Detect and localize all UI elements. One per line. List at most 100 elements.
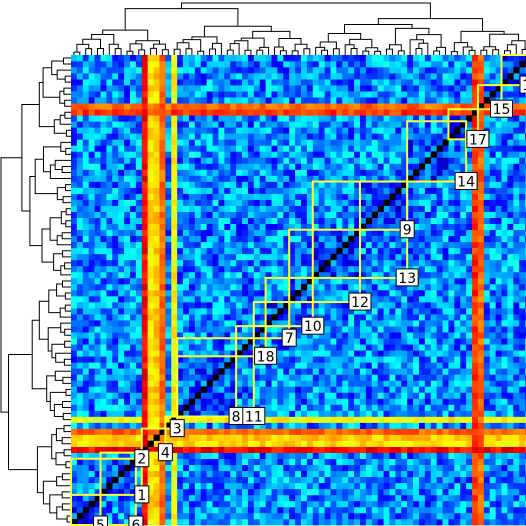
heatmap-cell bbox=[413, 211, 420, 218]
heatmap-cell bbox=[295, 229, 302, 237]
heatmap-cell bbox=[135, 157, 143, 164]
heatmap-cell bbox=[277, 458, 284, 466]
heatmap-cell bbox=[330, 217, 337, 225]
heatmap-cell bbox=[312, 446, 319, 453]
heatmap-cell bbox=[477, 314, 485, 321]
heatmap-cell bbox=[200, 157, 207, 164]
heatmap-cell bbox=[112, 392, 119, 399]
heatmap-cell bbox=[359, 392, 367, 399]
heatmap-cell bbox=[389, 235, 396, 243]
heatmap-cell bbox=[141, 506, 148, 514]
heatmap-cell bbox=[507, 271, 514, 279]
heatmap-cell bbox=[519, 145, 526, 152]
heatmap-cell bbox=[365, 452, 373, 460]
heatmap-cell bbox=[401, 139, 408, 146]
heatmap-cell bbox=[389, 320, 396, 327]
heatmap-cell bbox=[165, 302, 172, 309]
heatmap-cell bbox=[159, 386, 166, 393]
heatmap-cell bbox=[295, 422, 302, 429]
heatmap-cell bbox=[129, 356, 137, 363]
heatmap-cell bbox=[312, 175, 319, 182]
heatmap-cell bbox=[477, 271, 485, 279]
heatmap-cell bbox=[501, 386, 508, 393]
heatmap-cell bbox=[112, 151, 119, 158]
heatmap-cell bbox=[177, 362, 184, 369]
heatmap-cell bbox=[224, 368, 231, 375]
heatmap-cell bbox=[271, 235, 278, 243]
heatmap-cell bbox=[283, 139, 290, 146]
heatmap-cell bbox=[371, 440, 378, 447]
heatmap-cell bbox=[466, 229, 473, 237]
heatmap-cell bbox=[94, 205, 101, 212]
heatmap-cell bbox=[183, 235, 190, 243]
heatmap-cell bbox=[206, 428, 213, 435]
heatmap-cell bbox=[460, 157, 467, 164]
heatmap-cell bbox=[118, 398, 125, 405]
heatmap-cell bbox=[519, 326, 526, 333]
heatmap-cell bbox=[265, 229, 272, 237]
heatmap-cell bbox=[483, 338, 491, 345]
heatmap-cell bbox=[301, 151, 308, 158]
heatmap-cell bbox=[129, 470, 137, 478]
heatmap-cell bbox=[141, 163, 148, 170]
heatmap-cell bbox=[318, 392, 325, 399]
heatmap-cell bbox=[76, 175, 84, 182]
heatmap-cell bbox=[141, 374, 148, 381]
heatmap-cell bbox=[289, 518, 296, 526]
heatmap-cell bbox=[153, 488, 160, 496]
heatmap-cell bbox=[124, 482, 131, 490]
heatmap-cell bbox=[401, 211, 408, 218]
heatmap-cell bbox=[118, 506, 125, 514]
heatmap-cell bbox=[495, 392, 502, 399]
heatmap-cell bbox=[71, 338, 78, 345]
heatmap-cell bbox=[88, 422, 95, 429]
heatmap-cell bbox=[124, 302, 131, 309]
heatmap-cell bbox=[283, 512, 290, 520]
heatmap-cell bbox=[436, 169, 443, 176]
heatmap-cell bbox=[71, 193, 78, 200]
heatmap-cell bbox=[477, 398, 485, 405]
heatmap-cell bbox=[513, 350, 520, 357]
heatmap-cell bbox=[442, 428, 449, 435]
heatmap-cell bbox=[218, 181, 225, 188]
heatmap-cell bbox=[513, 422, 520, 429]
heatmap-cell bbox=[495, 440, 502, 447]
heatmap-cell bbox=[401, 458, 408, 466]
heatmap-cell bbox=[224, 187, 231, 194]
heatmap-cell bbox=[371, 145, 378, 152]
heatmap-cell bbox=[306, 296, 314, 303]
heatmap-cell bbox=[477, 482, 485, 490]
heatmap-cell bbox=[395, 350, 402, 357]
heatmap-cell bbox=[135, 410, 143, 417]
heatmap-cell bbox=[318, 344, 325, 351]
heatmap-cell bbox=[483, 350, 491, 357]
heatmap-cell bbox=[200, 235, 207, 243]
heatmap-cell bbox=[448, 277, 455, 285]
heatmap-cell bbox=[513, 326, 520, 333]
heatmap-cell bbox=[100, 386, 107, 393]
heatmap-cell bbox=[188, 362, 196, 369]
heatmap-cell bbox=[129, 235, 137, 243]
heatmap-cell bbox=[389, 518, 396, 526]
heatmap-cell bbox=[183, 362, 190, 369]
heatmap-cell bbox=[242, 290, 249, 297]
heatmap-cell bbox=[454, 344, 461, 351]
heatmap-cell bbox=[253, 193, 261, 200]
heatmap-cell bbox=[94, 392, 101, 399]
heatmap-cell bbox=[71, 308, 78, 315]
heatmap-cell bbox=[177, 187, 184, 194]
heatmap-cell bbox=[159, 494, 166, 502]
heatmap-cell bbox=[354, 139, 361, 146]
heatmap-cell bbox=[200, 187, 207, 194]
heatmap-cell bbox=[100, 139, 107, 146]
heatmap-cell bbox=[318, 145, 325, 152]
heatmap-cell bbox=[177, 253, 184, 261]
heatmap-cell bbox=[448, 199, 455, 206]
heatmap-cell bbox=[94, 217, 101, 225]
heatmap-cell bbox=[253, 488, 261, 496]
heatmap-cell bbox=[153, 404, 160, 411]
heatmap-cell bbox=[94, 271, 101, 279]
heatmap-cell bbox=[253, 211, 261, 218]
heatmap-cell bbox=[112, 422, 119, 429]
heatmap-cell bbox=[371, 229, 378, 237]
